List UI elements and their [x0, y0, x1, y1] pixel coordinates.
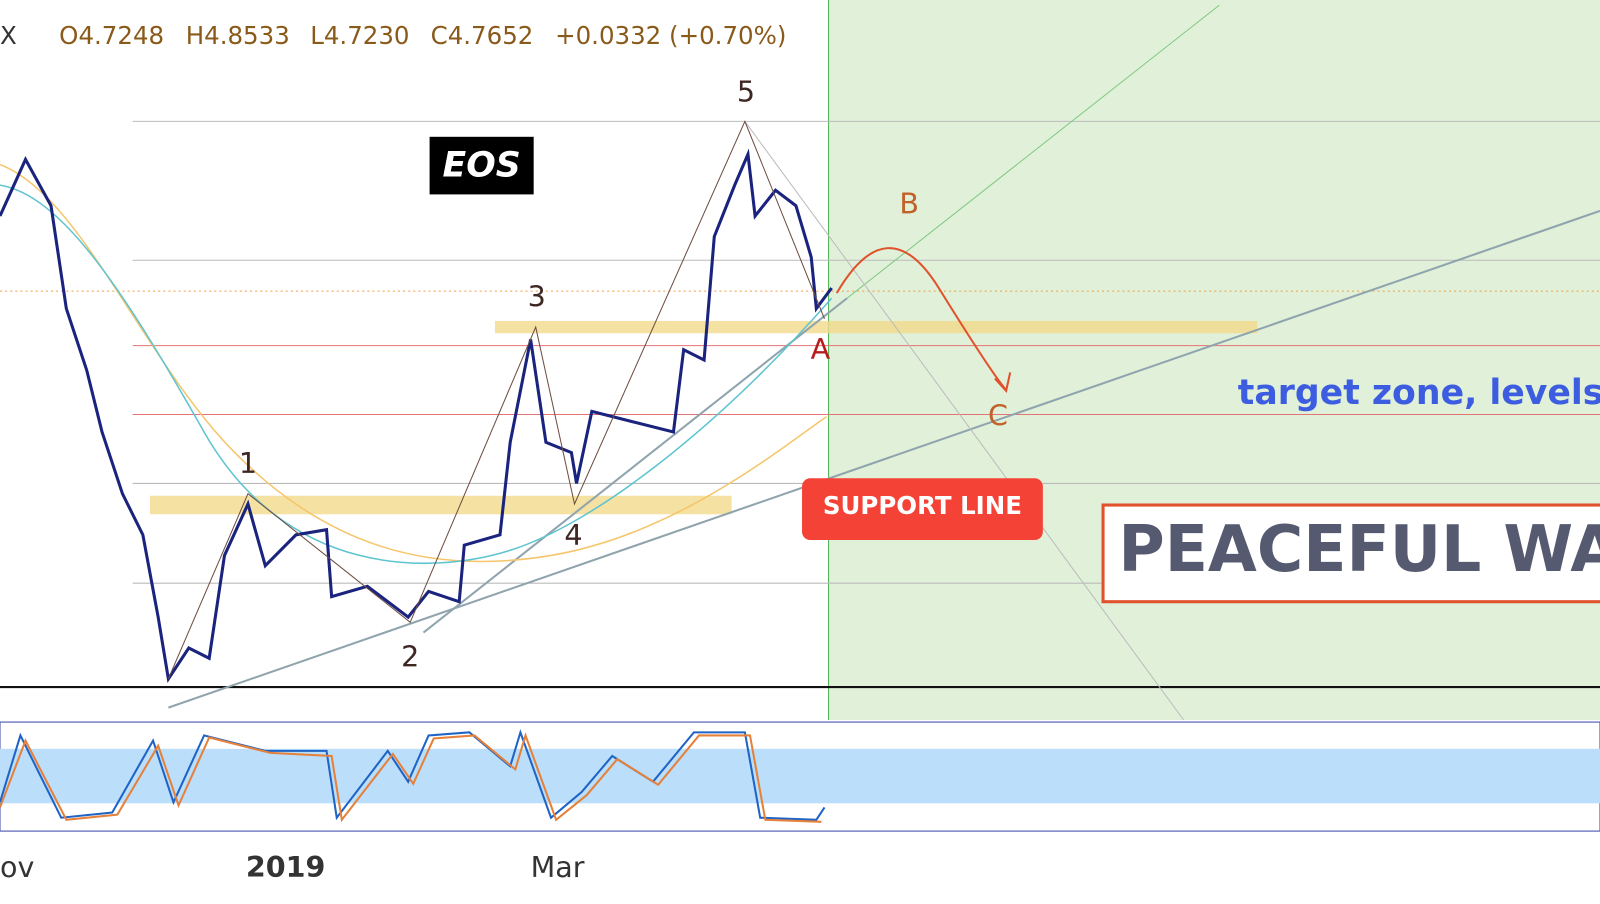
wave-label: 3	[528, 279, 546, 313]
x-tick-label: Mar	[531, 850, 585, 884]
target-label: target zone, levels	[1238, 373, 1600, 413]
zone	[494, 320, 1258, 334]
support-box	[802, 478, 1043, 540]
projection-arrow	[835, 247, 1006, 390]
wave-label: 1	[239, 446, 257, 480]
wave-label: 2	[401, 639, 419, 673]
support-label: SUPPORT LINE	[823, 491, 1022, 520]
header: X O4.7248 H4.8533 L4.7230 C4.7652 +0.033…	[0, 21, 786, 50]
wave-label: C	[988, 399, 1008, 433]
wave-label: A	[811, 332, 831, 366]
x-axis: ov 2019 Mar	[0, 850, 585, 884]
trend-lines	[168, 209, 1600, 709]
ma-fast	[0, 184, 833, 565]
wave-labels: 1 2 3 4 5	[239, 75, 755, 674]
wave-count	[167, 120, 825, 680]
price	[0, 148, 833, 683]
stoch-d	[0, 732, 822, 823]
close: C4.7652	[431, 21, 534, 50]
banner-box	[1101, 503, 1600, 604]
wave-label: 5	[737, 75, 755, 109]
corrective-labels: A B C	[811, 187, 1008, 433]
fan-line	[846, 4, 1220, 299]
oscillator-band	[0, 748, 1600, 804]
zone	[150, 495, 732, 515]
oscillator-frame	[0, 721, 1600, 832]
high: H4.8533	[186, 21, 290, 50]
title-box	[429, 136, 534, 195]
open: O4.7248	[59, 21, 164, 50]
title: EOS	[443, 146, 521, 186]
projection-area	[828, 0, 1600, 720]
banner: PEACEFUL WA	[1118, 512, 1600, 586]
arrow-head	[994, 372, 1012, 394]
wave-label: 4	[564, 518, 582, 552]
low: L4.7230	[310, 21, 409, 50]
fan-line	[744, 121, 1185, 721]
x-tick-label: 2019	[246, 850, 325, 884]
x-tick-label: ov	[0, 850, 34, 884]
symbol: X	[0, 21, 17, 50]
stoch-k	[0, 729, 826, 821]
change: +0.0332 (+0.70%)	[555, 21, 786, 50]
wave-label: B	[899, 187, 919, 221]
